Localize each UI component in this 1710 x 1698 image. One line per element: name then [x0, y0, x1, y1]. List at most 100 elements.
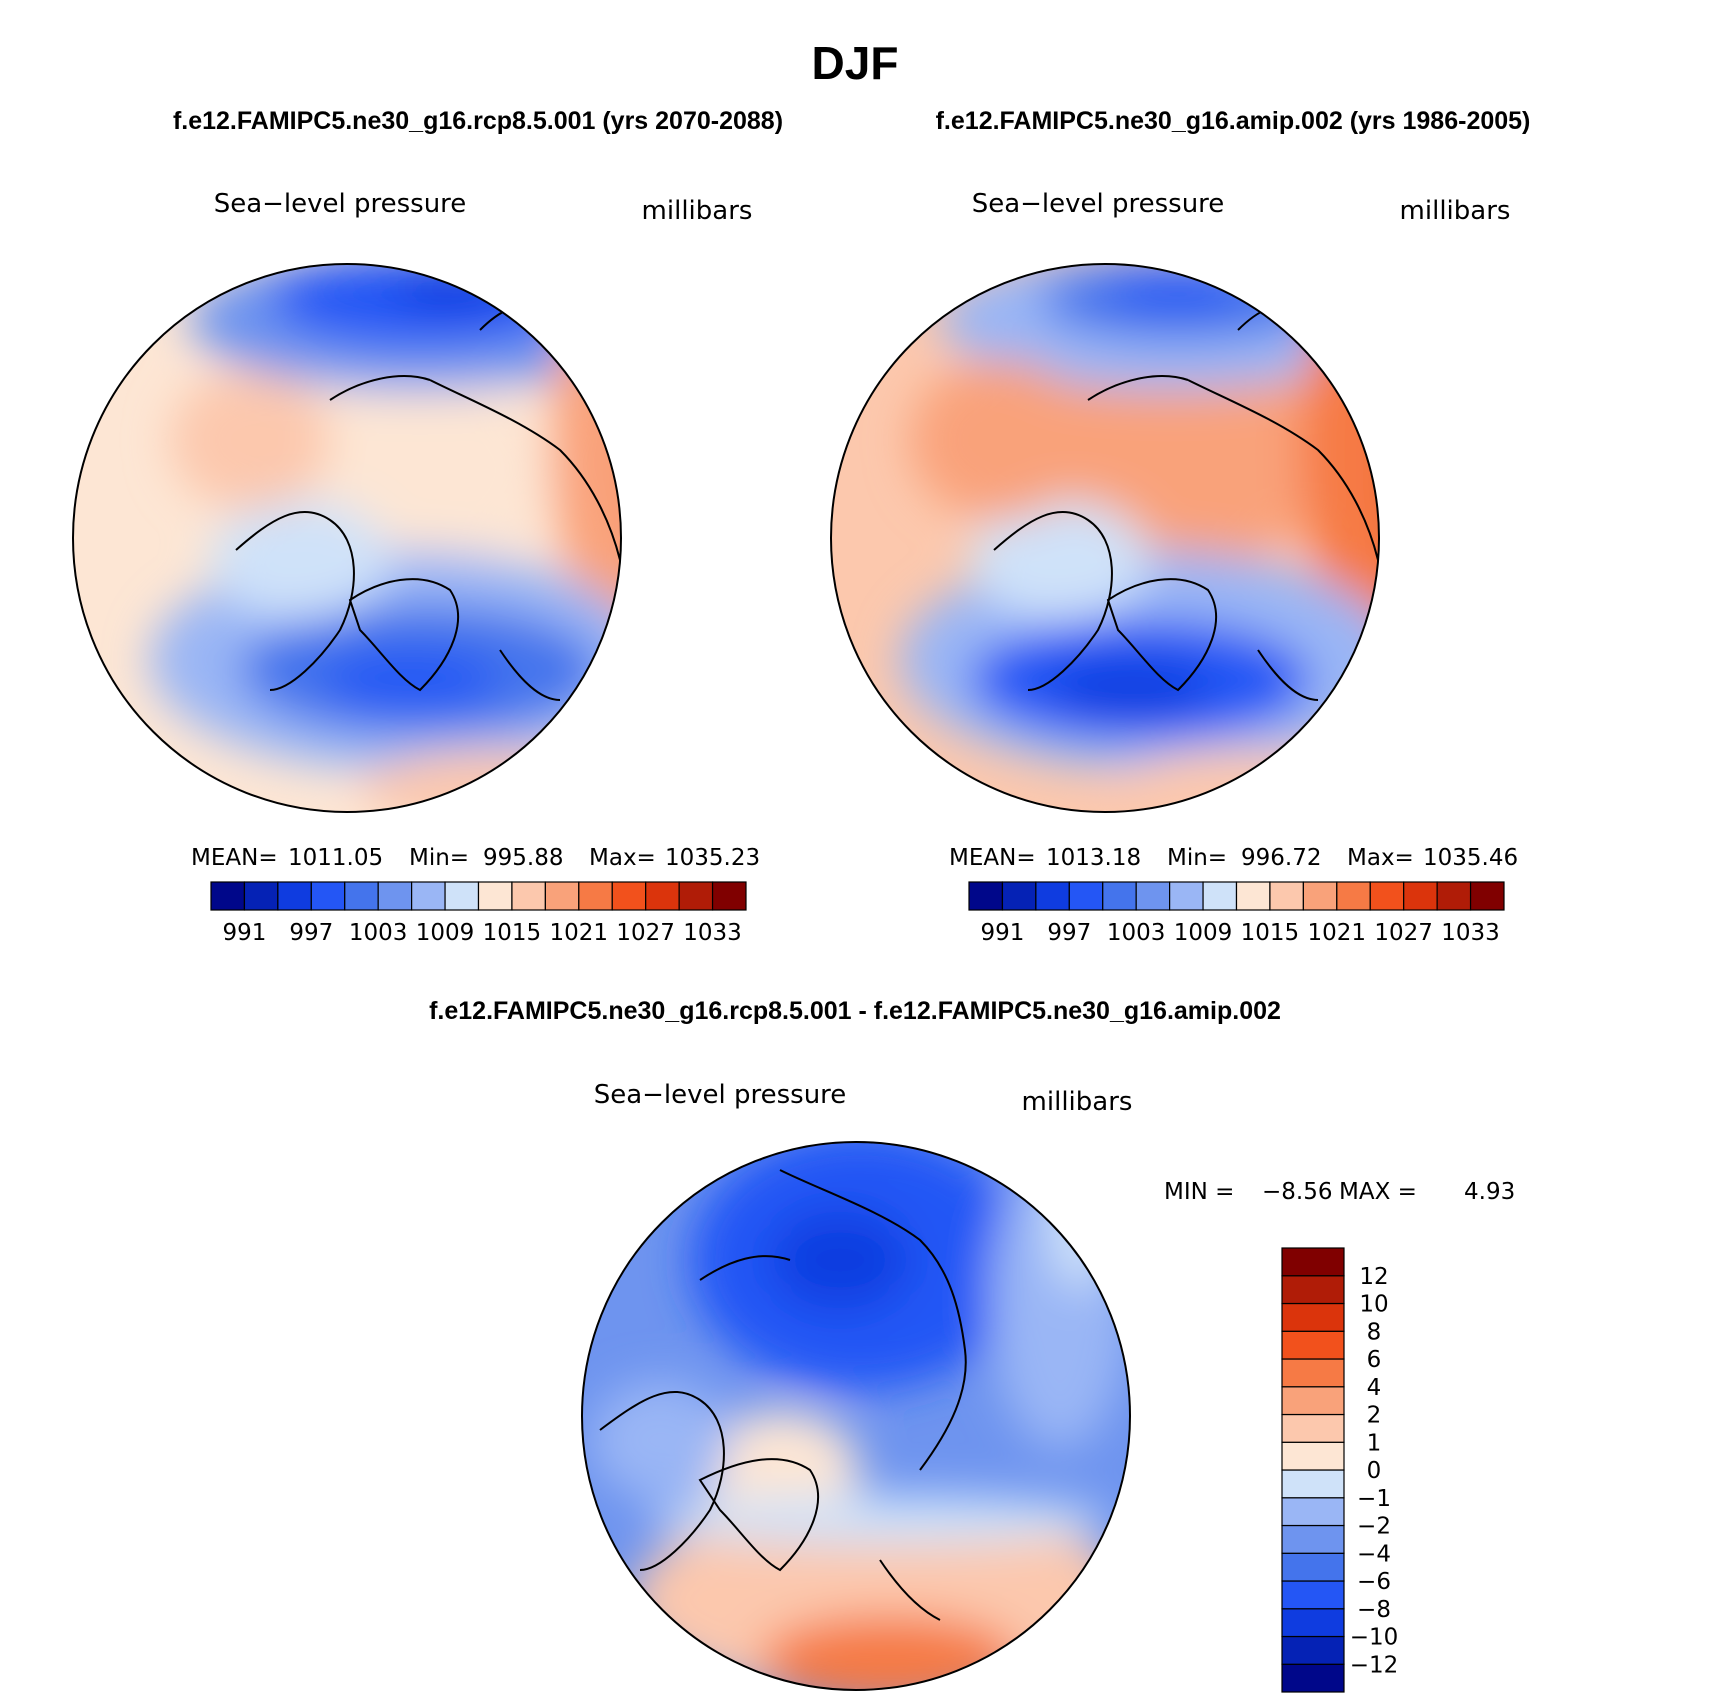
panel-2-stats: MEAN= 1013.18 Min= 996.72 Max= 1035.46	[949, 845, 1518, 871]
colorbar-swatch	[210, 881, 246, 911]
panel-3-min-label: MIN =	[1164, 1179, 1234, 1205]
colorbar-tick-label: 991	[980, 920, 1024, 946]
panel-1-region-alaska	[170, 370, 330, 510]
colorbar-swatch	[1135, 881, 1171, 911]
panel-3-region-arctic-core	[770, 1210, 910, 1310]
panel-2-mean-value: 1013.18	[1046, 845, 1141, 871]
colorbar-swatch	[477, 881, 513, 911]
colorbar-tick-label: 2	[1367, 1403, 1382, 1429]
panel-2-max-label: Max=	[1347, 845, 1414, 871]
colorbar-swatch	[511, 881, 546, 911]
panel-1-region-siberia	[650, 310, 790, 610]
colorbar-swatch	[1403, 881, 1438, 911]
panel-1-stats: MEAN= 1011.05 Min= 995.88 Max= 1035.23	[191, 845, 760, 871]
panel-1-colorbar	[210, 881, 747, 911]
panel-2-units: millibars	[1400, 196, 1511, 226]
colorbar-swatch	[1281, 1580, 1345, 1610]
panel-2-map	[831, 264, 1540, 812]
panel-1-colorbar-ticks: 991 997 1003 1009 1015 1021 1027 1033	[222, 920, 741, 946]
panel-1-map-border	[72, 263, 622, 813]
colorbar-tick-label: 1027	[1374, 920, 1433, 946]
panel-2-region-canada	[970, 500, 1150, 620]
colorbar-swatch	[1281, 1302, 1345, 1332]
panel-2-region-south	[1110, 750, 1379, 812]
colorbar-tick-label: 1033	[1441, 920, 1500, 946]
colorbar-tick-label: 1009	[416, 920, 475, 946]
figure-title: DJF	[812, 37, 899, 89]
colorbar-swatch	[1281, 1413, 1345, 1443]
panel-2-max-value: 1035.46	[1423, 845, 1518, 871]
colorbar-swatch	[678, 881, 714, 911]
colorbar-swatch	[1269, 881, 1304, 911]
colorbar-swatch	[1281, 1663, 1345, 1693]
colorbar-swatch	[578, 881, 613, 911]
panel-2-min-value: 996.72	[1241, 845, 1321, 871]
colorbar-tick-label: −2	[1357, 1514, 1391, 1540]
panel-2-region-siberia	[1400, 320, 1540, 620]
colorbar-tick-label: 10	[1359, 1292, 1388, 1318]
colorbar-swatch	[1281, 1635, 1345, 1665]
colorbar-tick-label: 0	[1367, 1458, 1382, 1484]
colorbar-swatch	[377, 881, 413, 911]
colorbar-swatch	[1281, 1247, 1345, 1277]
colorbar-tick-label: 1021	[550, 920, 609, 946]
panel-2-colorbar	[968, 881, 1505, 911]
colorbar-swatch	[1001, 881, 1037, 911]
colorbar-swatch	[1281, 1441, 1345, 1471]
colorbar-swatch	[645, 881, 680, 911]
panel-3-units: millibars	[1022, 1087, 1133, 1117]
panel-2-region-pacific-core	[1105, 270, 1245, 310]
colorbar-tick-label: 1033	[683, 920, 742, 946]
colorbar-tick-label: −6	[1357, 1569, 1391, 1595]
panel-2-region-atlantic-core	[1050, 662, 1210, 718]
panel-3-region-east	[990, 1150, 1130, 1450]
colorbar-swatch	[411, 881, 446, 911]
panel-3-variable: Sea−level pressure	[594, 1080, 847, 1110]
panel-1-mean-value: 1011.05	[288, 845, 383, 871]
panel-2: Sea−level pressure millibars	[830, 189, 1540, 946]
colorbar-swatch	[1436, 881, 1472, 911]
colorbar-swatch	[1068, 881, 1104, 911]
panel-2-colorbar-ticks: 991 997 1003 1009 1015 1021 1027 1033	[980, 920, 1499, 946]
diff-label: f.e12.FAMIPC5.ne30_g16.rcp8.5.001 - f.e1…	[429, 997, 1281, 1025]
panel-3-colorbar	[1281, 1247, 1345, 1693]
colorbar-swatch	[1281, 1330, 1345, 1360]
colorbar-swatch	[1336, 881, 1371, 911]
colorbar-swatch	[1202, 881, 1238, 911]
colorbar-tick-label: 6	[1367, 1347, 1382, 1373]
colorbar-swatch	[611, 881, 647, 911]
colorbar-swatch	[1469, 881, 1505, 911]
panel-3-coastlines	[599, 1142, 967, 1621]
colorbar-tick-label: 997	[289, 920, 333, 946]
colorbar-swatch	[1281, 1358, 1345, 1388]
colorbar-swatch	[1281, 1469, 1345, 1499]
colorbar-swatch	[1281, 1497, 1345, 1527]
panel-1-region-siberia-core	[715, 420, 775, 540]
case-label-right: f.e12.FAMIPC5.ne30_g16.amip.002 (yrs 198…	[936, 107, 1531, 135]
colorbar-tick-label: −12	[1350, 1652, 1399, 1678]
panel-3-min-value: −8.56	[1262, 1179, 1332, 1205]
colorbar-tick-label: 991	[222, 920, 266, 946]
colorbar-tick-label: 8	[1367, 1319, 1382, 1345]
panel-3: Sea−level pressure millibars	[581, 1080, 1515, 1693]
colorbar-swatch	[1235, 881, 1271, 911]
panel-3-stats: MIN = −8.56 MAX = 4.93	[1164, 1179, 1515, 1205]
colorbar-swatch	[1035, 881, 1070, 911]
panel-2-mean-label: MEAN=	[949, 845, 1036, 871]
panel-1-variable: Sea−level pressure	[214, 189, 467, 219]
colorbar-tick-label: 12	[1359, 1264, 1388, 1290]
panel-1-region-atlantic-core	[320, 650, 500, 710]
case-label-left: f.e12.FAMIPC5.ne30_g16.rcp8.5.001 (yrs 2…	[173, 107, 783, 135]
panel-1: Sea−level pressure millibars	[72, 189, 790, 946]
colorbar-tick-label: 1027	[616, 920, 675, 946]
colorbar-tick-label: 1003	[1107, 920, 1166, 946]
colorbar-swatch	[1169, 881, 1204, 911]
panel-1-region-canada	[210, 500, 390, 620]
colorbar-swatch	[444, 881, 480, 911]
panel-3-max-label: MAX =	[1339, 1179, 1417, 1205]
panel-3-region-band	[650, 1495, 1110, 1545]
colorbar-swatch	[1369, 881, 1405, 911]
panel-1-min-value: 995.88	[483, 845, 563, 871]
colorbar-swatch	[344, 881, 379, 911]
